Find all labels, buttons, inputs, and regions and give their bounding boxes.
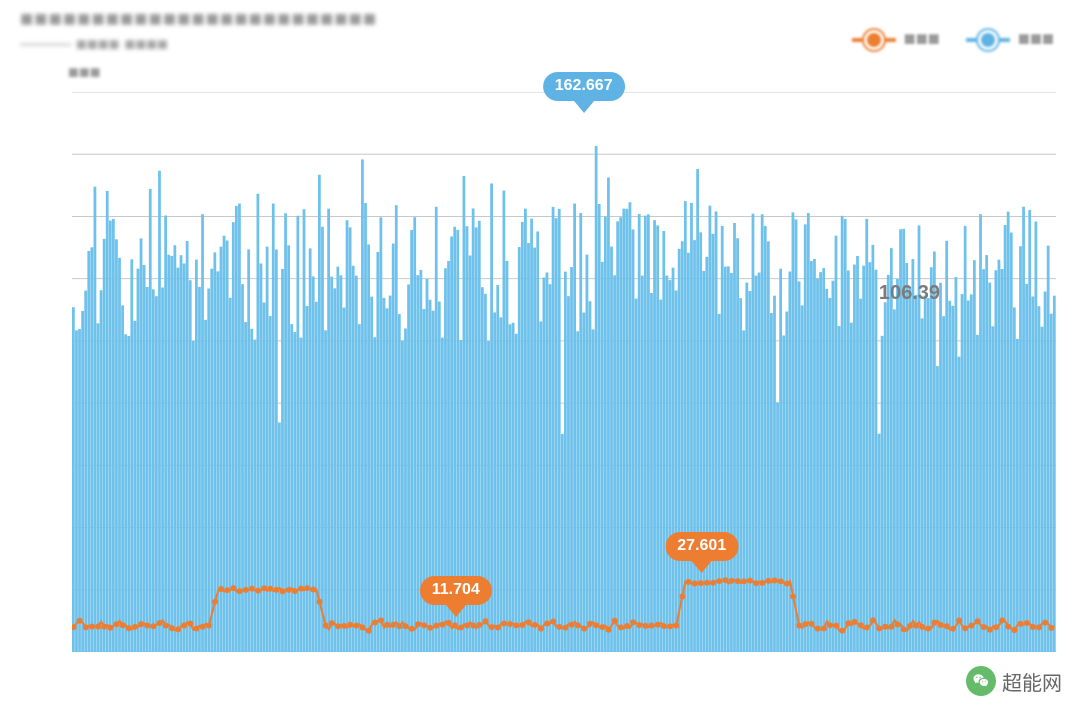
callout-max-bar: 162.667 xyxy=(543,72,625,101)
wechat-icon xyxy=(966,666,996,696)
legend-marker-blue xyxy=(966,38,1010,42)
callout-line-b: 27.601 xyxy=(665,532,738,561)
bar-series xyxy=(72,146,1056,652)
annotation-avg: 106.39 xyxy=(879,282,940,305)
legend-item-blue: ■■■ xyxy=(966,28,1054,51)
watermark-text: 超能网 xyxy=(1002,667,1062,696)
legend-label-orange: ■■■ xyxy=(904,28,940,51)
legend-item-orange: ■■■ xyxy=(852,28,940,51)
chart-plot: ■■■■■■■■■■■■■■■ ■■■■■■■■■■■■■■■■■■■■■■■■… xyxy=(72,92,1056,652)
watermark: 超能网 xyxy=(966,666,1062,696)
chart-container: ■■■■■■■■■■■■■■■■■■■■■■■■■ ──── ■■■■ ■■■■… xyxy=(0,0,1080,706)
y-axis-title: ■■■ xyxy=(68,62,101,83)
callout-line-a: 11.704 xyxy=(420,576,492,605)
chart-legend: ■■■ ■■■ xyxy=(852,28,1055,51)
legend-label-blue: ■■■ xyxy=(1018,28,1054,51)
legend-marker-orange xyxy=(852,38,896,42)
